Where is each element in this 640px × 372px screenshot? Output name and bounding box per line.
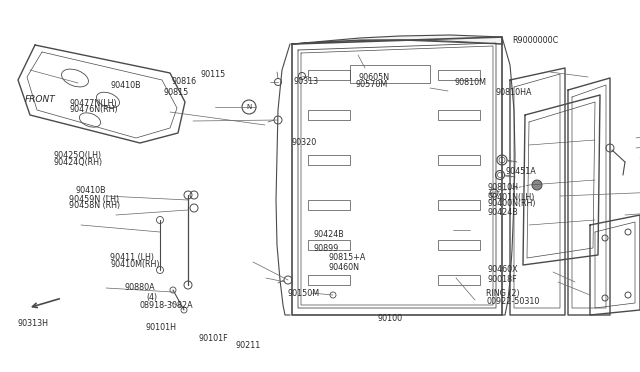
Text: 90460X: 90460X: [488, 265, 518, 274]
Text: 90424B: 90424B: [488, 208, 518, 217]
Text: 90115: 90115: [200, 70, 225, 79]
Bar: [438, 70, 480, 80]
Bar: [308, 155, 350, 165]
Text: 90459N (LH): 90459N (LH): [69, 195, 119, 203]
Bar: [438, 155, 480, 165]
Text: 90313H: 90313H: [17, 319, 48, 328]
Text: 90410B: 90410B: [110, 81, 141, 90]
Text: 90810M: 90810M: [454, 78, 486, 87]
Bar: [308, 70, 350, 80]
Text: 90477N(LH): 90477N(LH): [69, 99, 116, 108]
Text: 00922-50310: 00922-50310: [486, 297, 540, 306]
Text: 90451A: 90451A: [506, 167, 536, 176]
Text: 90425Q(LH): 90425Q(LH): [53, 151, 101, 160]
Bar: [308, 275, 350, 285]
Text: 08918-3082A: 08918-3082A: [140, 301, 193, 310]
Text: (4): (4): [146, 293, 157, 302]
Polygon shape: [292, 35, 502, 44]
Text: 90410M(RH): 90410M(RH): [110, 260, 159, 269]
Bar: [308, 240, 350, 250]
Text: 90815: 90815: [163, 88, 188, 97]
Text: 90815+A: 90815+A: [328, 253, 365, 262]
Bar: [438, 200, 480, 210]
Text: 90100: 90100: [378, 314, 403, 323]
Text: 90101H: 90101H: [145, 323, 176, 332]
Text: 90605N: 90605N: [358, 73, 390, 82]
Text: 90211: 90211: [236, 341, 260, 350]
Text: 90018F: 90018F: [488, 275, 517, 283]
Text: FRONT: FRONT: [24, 95, 55, 104]
Text: 90410B: 90410B: [76, 186, 106, 195]
Bar: [438, 110, 480, 120]
Text: N: N: [246, 104, 252, 110]
Bar: [308, 200, 350, 210]
Text: 90570M: 90570M: [355, 80, 387, 89]
Text: 90458N (RH): 90458N (RH): [69, 201, 120, 210]
Text: 90313: 90313: [293, 77, 318, 86]
Text: 90880A: 90880A: [125, 283, 156, 292]
Text: 90816: 90816: [172, 77, 196, 86]
Text: RING (2): RING (2): [486, 289, 520, 298]
Text: R9000000C: R9000000C: [512, 36, 558, 45]
Text: 90460N: 90460N: [328, 263, 359, 272]
Text: 90810HA: 90810HA: [496, 88, 532, 97]
Text: 90411 (LH): 90411 (LH): [110, 253, 154, 262]
Text: 90899: 90899: [314, 244, 339, 253]
Bar: [438, 275, 480, 285]
Bar: [350, 65, 430, 83]
Text: 90150M: 90150M: [288, 289, 320, 298]
Text: 90400N(RH): 90400N(RH): [488, 199, 536, 208]
Text: 90101F: 90101F: [198, 334, 228, 343]
Bar: [438, 240, 480, 250]
Bar: [308, 110, 350, 120]
Text: 90320: 90320: [291, 138, 316, 147]
Text: 90476N(RH): 90476N(RH): [69, 105, 118, 114]
Circle shape: [532, 180, 542, 190]
Text: 90810H: 90810H: [488, 183, 518, 192]
Text: 90424B: 90424B: [314, 230, 344, 239]
Text: 90424Q(RH): 90424Q(RH): [53, 158, 102, 167]
Text: 90401N(LH): 90401N(LH): [488, 193, 535, 202]
